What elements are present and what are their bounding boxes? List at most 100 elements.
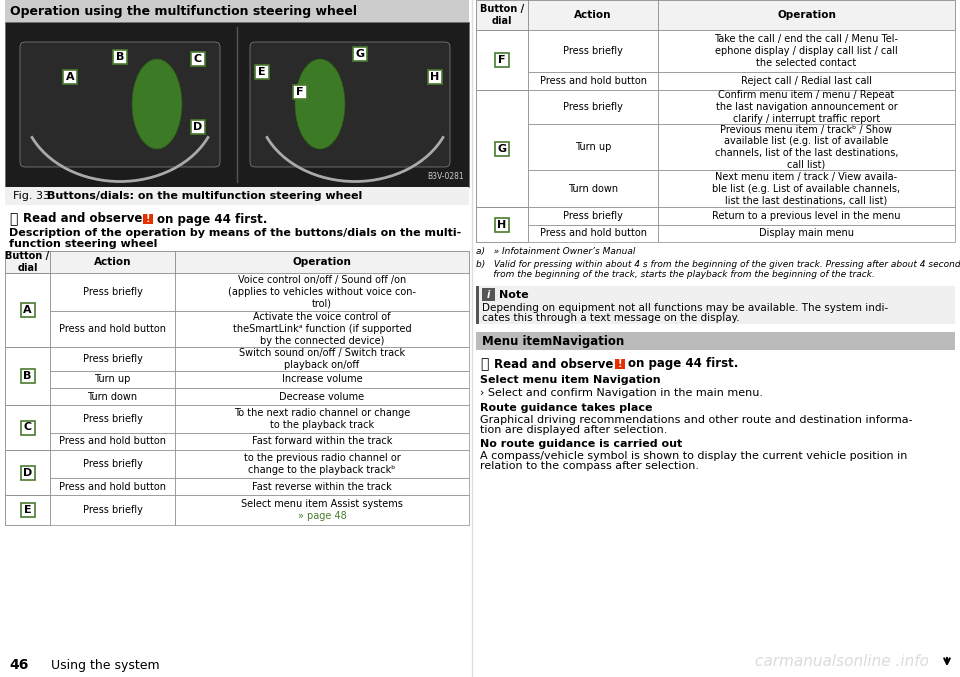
Text: b)   Valid for pressing within about 4 s from the beginning of the given track. : b) Valid for pressing within about 4 s f… bbox=[476, 260, 960, 280]
Text: Display main menu: Display main menu bbox=[759, 229, 854, 238]
Text: Menu itemNavigation: Menu itemNavigation bbox=[482, 334, 624, 347]
Bar bbox=[50, 433, 175, 450]
Bar bbox=[528, 225, 658, 242]
Bar bbox=[495, 217, 509, 232]
Bar bbox=[5, 405, 50, 450]
Bar bbox=[476, 207, 528, 242]
Bar bbox=[175, 405, 469, 433]
Text: Turn up: Turn up bbox=[94, 374, 131, 385]
Text: A: A bbox=[65, 72, 74, 82]
Text: To the next radio channel or change
to the playback track: To the next radio channel or change to t… bbox=[234, 408, 410, 430]
Bar bbox=[50, 273, 175, 311]
Text: D: D bbox=[193, 122, 203, 132]
Text: Button /
dial: Button / dial bbox=[480, 4, 524, 26]
Text: Read and observe: Read and observe bbox=[494, 357, 613, 370]
Bar bbox=[528, 170, 658, 207]
Text: B: B bbox=[116, 52, 124, 62]
Text: a)   » Infotainment Owner’s Manual: a) » Infotainment Owner’s Manual bbox=[476, 247, 636, 256]
Bar bbox=[528, 207, 658, 225]
Text: Press briefly: Press briefly bbox=[564, 211, 623, 221]
Text: Press briefly: Press briefly bbox=[83, 354, 142, 364]
Bar bbox=[175, 347, 469, 371]
Text: › Select and confirm Navigation in the main menu.: › Select and confirm Navigation in the m… bbox=[480, 388, 763, 398]
Text: B3V-0281: B3V-0281 bbox=[427, 172, 464, 181]
Bar bbox=[476, 0, 955, 30]
Text: Operation: Operation bbox=[293, 257, 351, 267]
Bar bbox=[175, 478, 469, 495]
Text: Action: Action bbox=[574, 10, 612, 20]
Text: Select menu item Assist systems: Select menu item Assist systems bbox=[241, 499, 403, 509]
Text: on page 44 first.: on page 44 first. bbox=[157, 213, 268, 225]
Text: Activate the voice control of
theSmartLinkᵃ function (if supported
by the connec: Activate the voice control of theSmartLi… bbox=[232, 312, 411, 345]
Bar bbox=[255, 65, 269, 79]
Text: Depending on equipment not all functions may be available. The system indi-: Depending on equipment not all functions… bbox=[482, 303, 888, 313]
Text: B: B bbox=[23, 371, 32, 381]
Bar bbox=[175, 495, 469, 525]
Text: to the previous radio channel or
change to the playback trackᵇ: to the previous radio channel or change … bbox=[244, 453, 400, 475]
Ellipse shape bbox=[132, 59, 182, 149]
Bar bbox=[5, 187, 469, 205]
Bar bbox=[5, 347, 50, 405]
Bar bbox=[5, 251, 469, 273]
Bar bbox=[476, 90, 528, 207]
Text: Press and hold button: Press and hold button bbox=[540, 76, 646, 86]
Bar bbox=[191, 120, 205, 134]
Bar bbox=[143, 214, 153, 224]
Bar bbox=[528, 124, 658, 170]
Text: H: H bbox=[497, 219, 507, 230]
Bar bbox=[20, 420, 35, 435]
Text: Note: Note bbox=[499, 290, 529, 299]
Bar bbox=[658, 72, 955, 90]
Text: Select menu item Navigation: Select menu item Navigation bbox=[480, 375, 660, 385]
Bar bbox=[5, 450, 50, 495]
Bar bbox=[20, 503, 35, 517]
Text: G: G bbox=[355, 49, 365, 59]
Bar bbox=[658, 225, 955, 242]
Text: relation to the compass after selection.: relation to the compass after selection. bbox=[480, 461, 699, 471]
Bar bbox=[528, 90, 658, 124]
Bar bbox=[191, 52, 205, 66]
Bar bbox=[495, 53, 509, 67]
Bar bbox=[658, 90, 955, 124]
Bar bbox=[476, 332, 955, 350]
Text: Reject call / Redial last call: Reject call / Redial last call bbox=[741, 76, 872, 86]
Text: Increase volume: Increase volume bbox=[281, 374, 362, 385]
Text: Action: Action bbox=[94, 257, 132, 267]
Text: Next menu item / track / View availa-
ble list (e.g. List of available channels,: Next menu item / track / View availa- bl… bbox=[712, 172, 900, 205]
Text: Graphical driving recommendations and other route and destination informa-: Graphical driving recommendations and ot… bbox=[480, 415, 913, 425]
Text: function steering wheel: function steering wheel bbox=[9, 239, 157, 249]
Bar bbox=[50, 450, 175, 478]
Text: Using the system: Using the system bbox=[35, 659, 159, 672]
Bar bbox=[175, 388, 469, 405]
FancyBboxPatch shape bbox=[20, 42, 220, 167]
Bar bbox=[528, 72, 658, 90]
Bar bbox=[476, 30, 528, 90]
Bar bbox=[175, 371, 469, 388]
Text: Buttons/dials: on the multifunction steering wheel: Buttons/dials: on the multifunction stee… bbox=[47, 191, 362, 201]
Text: Decrease volume: Decrease volume bbox=[279, 391, 365, 401]
Text: tion are displayed after selection.: tion are displayed after selection. bbox=[480, 425, 667, 435]
Bar bbox=[20, 466, 35, 479]
Bar bbox=[50, 495, 175, 525]
Bar bbox=[50, 311, 175, 347]
Bar bbox=[428, 70, 442, 84]
Text: D: D bbox=[23, 468, 32, 477]
Bar bbox=[50, 371, 175, 388]
Bar bbox=[5, 0, 469, 22]
Text: Press and hold button: Press and hold button bbox=[540, 229, 646, 238]
Text: Switch sound on/off / Switch track
playback on/off: Switch sound on/off / Switch track playb… bbox=[239, 348, 405, 370]
Bar bbox=[20, 369, 35, 383]
Text: Press briefly: Press briefly bbox=[564, 46, 623, 56]
Bar bbox=[175, 273, 469, 311]
Bar bbox=[175, 450, 469, 478]
Bar bbox=[658, 30, 955, 72]
Bar bbox=[63, 70, 77, 84]
Text: Press briefly: Press briefly bbox=[83, 287, 142, 297]
Text: Turn down: Turn down bbox=[87, 391, 137, 401]
Text: Operation using the multifunction steering wheel: Operation using the multifunction steeri… bbox=[10, 5, 357, 18]
Bar bbox=[293, 85, 307, 99]
Text: Read and observe: Read and observe bbox=[23, 213, 142, 225]
Text: Previous menu item / trackᵇ / Show
available list (e.g. list of available
channe: Previous menu item / trackᵇ / Show avail… bbox=[715, 125, 899, 169]
Text: Press briefly: Press briefly bbox=[83, 414, 142, 424]
Text: A: A bbox=[23, 305, 32, 315]
